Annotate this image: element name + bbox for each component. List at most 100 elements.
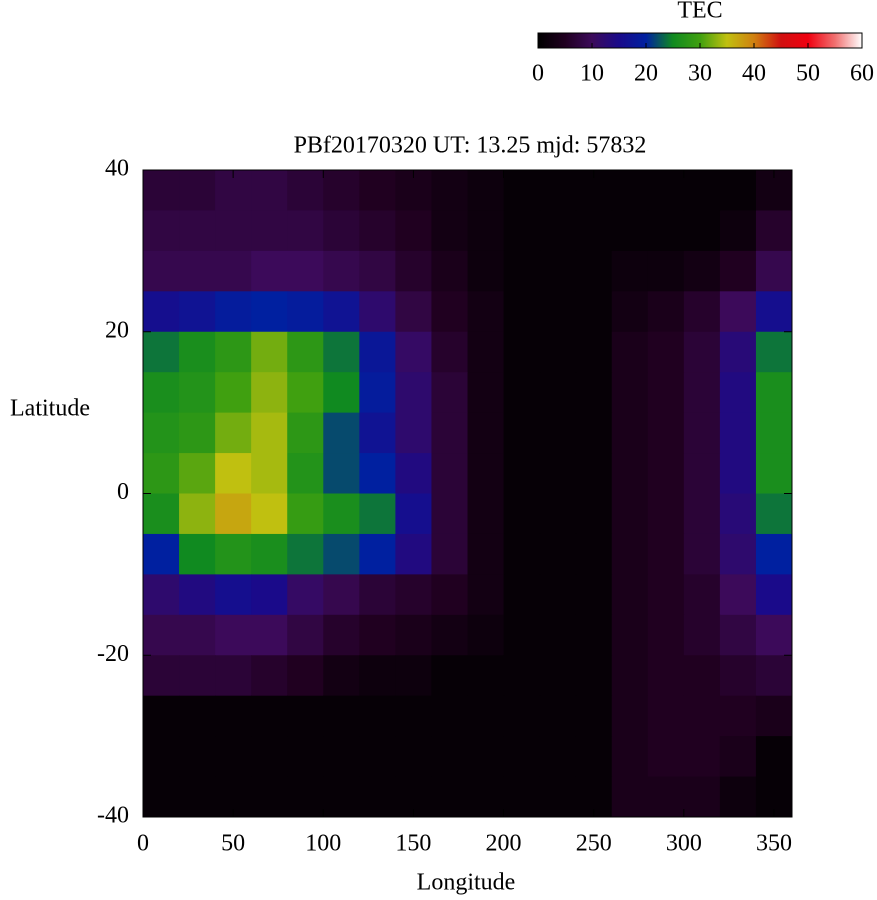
x-tick-label: 300 [666,831,702,857]
heat-cell [575,412,613,454]
heat-cell [683,412,721,454]
heat-cell [611,291,649,333]
heat-cell [359,170,396,211]
heat-cell [143,412,180,454]
heat-cell [359,655,396,697]
heat-cell [467,210,505,252]
heat-cell [719,574,757,616]
heat-cell [683,210,721,252]
heat-cell [215,412,252,454]
heat-cell [395,533,432,575]
heat-cell [287,372,324,414]
heat-cell [683,655,721,697]
heat-cell [575,250,613,292]
x-tick-label: 100 [305,831,341,857]
heat-cell [719,170,757,211]
heat-cell [287,776,324,818]
heat-cell [719,695,757,737]
heat-cell [215,695,252,737]
heat-cell [575,736,613,778]
heat-cell [647,372,685,414]
colorbar-tick-label: 0 [532,61,544,87]
colorbar-tick-label: 60 [850,61,874,87]
heat-cell [143,655,180,697]
heat-cell [251,533,288,575]
heat-cell [431,331,468,373]
heat-cell [683,291,721,333]
colorbar-tick-label: 50 [796,61,820,87]
heat-cell [503,533,541,575]
heat-cell [251,291,288,333]
y-axis-label: Latitude [10,396,90,422]
heat-cell [539,372,577,414]
heat-cell [755,655,793,697]
heat-cell [719,331,757,373]
heat-cell [755,695,793,737]
heat-cell [287,412,324,454]
heat-cell [503,776,541,818]
heat-cell [395,453,432,494]
heat-cell [719,412,757,454]
heat-cell [359,291,396,333]
heat-cell [719,210,757,252]
heat-cell [323,170,360,211]
heat-cell [539,453,577,494]
colorbar-tick-label: 30 [688,61,712,87]
heat-cell [179,250,216,292]
heat-cell [683,250,721,292]
heat-cell [467,291,505,333]
heat-cell [719,655,757,697]
x-tick-label: 0 [137,831,149,857]
heat-cell [215,250,252,292]
heat-cell [683,574,721,616]
heat-cell [143,574,180,616]
heat-cell [467,574,505,616]
heat-cell [215,614,252,656]
heat-cell [647,655,685,697]
x-tick-label: 150 [395,831,431,857]
heat-cell [143,695,180,737]
heat-cell [611,655,649,697]
heat-cell [503,210,541,252]
heat-cell [143,250,180,292]
heat-cell [755,291,793,333]
heat-cell [323,695,360,737]
heat-cell [755,453,793,494]
heat-cell [575,574,613,616]
heat-cell [503,493,541,535]
heat-cell [323,736,360,778]
heat-cell [431,453,468,494]
heat-cell [179,493,216,535]
heat-cell [503,372,541,414]
heat-cell [539,655,577,697]
heat-cell [503,453,541,494]
heat-cell [467,493,505,535]
heat-cell [287,533,324,575]
heat-cell [719,250,757,292]
heat-cell [647,574,685,616]
heat-cell [179,655,216,697]
heat-cell [395,655,432,697]
heat-cell [647,210,685,252]
heat-cell [359,614,396,656]
heat-cell [323,614,360,656]
heat-cell [467,331,505,373]
heat-cell [431,291,468,333]
colorbar-tick-label: 40 [742,61,766,87]
heat-cell [287,331,324,373]
heat-cell [611,170,649,211]
heat-cell [647,614,685,656]
heat-cell [323,776,360,818]
heat-cell [467,776,505,818]
heat-cell [611,533,649,575]
heat-cell [179,291,216,333]
chart-title: PBf20170320 UT: 13.25 mjd: 57832 [294,133,647,159]
heat-cell [611,412,649,454]
heat-cell [323,210,360,252]
heat-cell [611,331,649,373]
heat-cell [431,655,468,697]
heat-cell [467,250,505,292]
heat-cell [539,250,577,292]
heat-cell [647,493,685,535]
